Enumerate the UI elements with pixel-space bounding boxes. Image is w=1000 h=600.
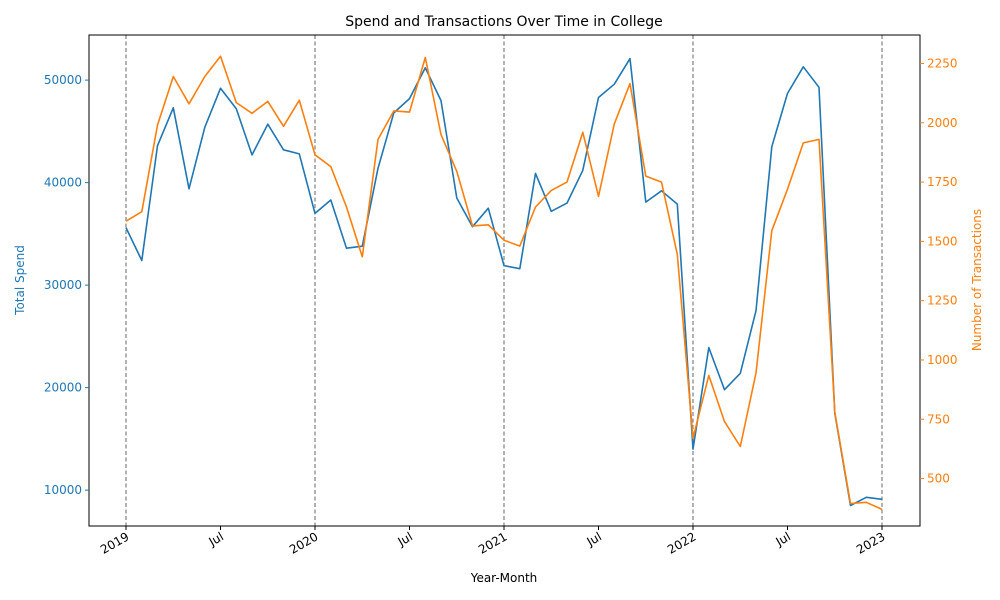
y-right-tick-label: 1750 [927,175,958,189]
y-left-tick-label: 20000 [44,381,82,395]
x-axis-title: Year-Month [470,571,538,585]
series-line-spend [125,57,883,507]
x-tick-label: 2019 [98,529,131,556]
y-right-tick-label: 2250 [927,56,958,70]
y-right-tick-label: 500 [927,472,950,486]
y-right-tick-label: 750 [927,412,950,426]
chart-title: Spend and Transactions Over Time in Coll… [345,14,663,30]
x-tick-label: 2022 [665,529,698,556]
y-left-tick-label: 30000 [44,278,82,292]
y-axis-left: 10000 20000 30000 40000 50000 [44,73,89,497]
series-line-transactions [125,55,883,511]
x-tick-label: 2023 [854,529,887,556]
x-tick-label: 2020 [287,529,320,556]
y-right-tick-label: 1250 [927,294,958,308]
y-right-tick-label: 2000 [927,116,958,130]
y-left-tick-label: 10000 [44,483,82,497]
x-tick-label: Jul [206,529,226,549]
x-axis: 2019 Jul 2020 Jul 2021 Jul 2022 Jul 2023 [98,526,888,557]
y-left-tick-label: 50000 [44,73,82,87]
plot-area [125,35,883,526]
y-axis-left-title: Total Spend [13,245,27,316]
y-right-tick-label: 1500 [927,234,958,248]
x-tick-label: Jul [773,529,793,549]
x-tick-label: 2021 [476,529,509,556]
y-left-tick-label: 40000 [44,176,82,190]
x-tick-label: Jul [395,529,415,549]
y-right-tick-label: 1000 [927,353,958,367]
x-tick-label: Jul [584,529,604,549]
y-axis-right: 500 750 1000 1250 1500 1750 2000 2250 [920,56,958,486]
y-axis-right-title: Number of Transactions [970,209,984,351]
